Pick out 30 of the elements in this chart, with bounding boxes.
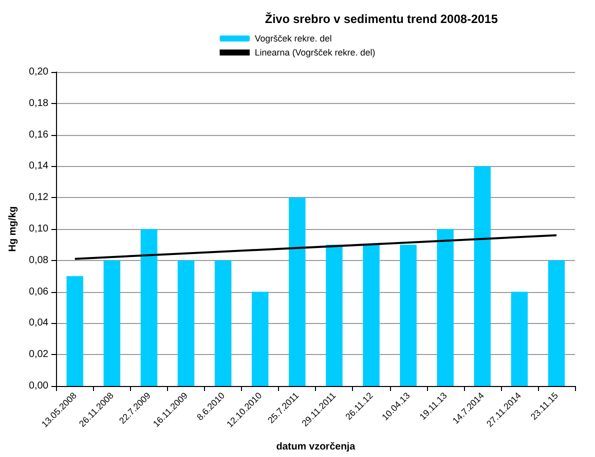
bar (362, 244, 380, 386)
x-axis-title: datum vzorčenja (276, 442, 356, 452)
bar (400, 244, 417, 386)
bar (511, 292, 528, 386)
bar (252, 292, 268, 386)
y-tick-label: 0,08 (28, 254, 49, 266)
y-tick-label: 0,18 (28, 98, 49, 109)
y-axis-title: Hg mg/kg (8, 206, 18, 252)
legend-label: Vogršček rekre. del (254, 34, 332, 44)
bar (66, 276, 84, 386)
y-tick-label: 0,00 (28, 380, 49, 392)
bar (437, 229, 454, 386)
y-tick-label: 0,16 (28, 129, 49, 140)
bar (214, 260, 232, 386)
bar (474, 166, 491, 386)
y-tick-label: 0,20 (28, 66, 49, 78)
y-tick-label: 0,04 (28, 318, 49, 329)
bar (548, 260, 565, 386)
y-tick-label: 0,02 (28, 349, 49, 360)
chart-title: Živo srebro v sedimentu trend 2008-2015 (265, 12, 498, 26)
y-tick-label: 0,06 (28, 286, 49, 298)
bar (104, 260, 120, 386)
legend-label: Linearna (Vogršček rekre. del) (254, 48, 376, 58)
bar (326, 244, 343, 386)
y-tick-label: 0,14 (28, 160, 49, 172)
bar (140, 229, 158, 386)
bar (178, 260, 194, 386)
y-tick-label: 0,12 (28, 192, 49, 204)
y-tick-label: 0,10 (28, 224, 49, 234)
bar (288, 198, 306, 386)
